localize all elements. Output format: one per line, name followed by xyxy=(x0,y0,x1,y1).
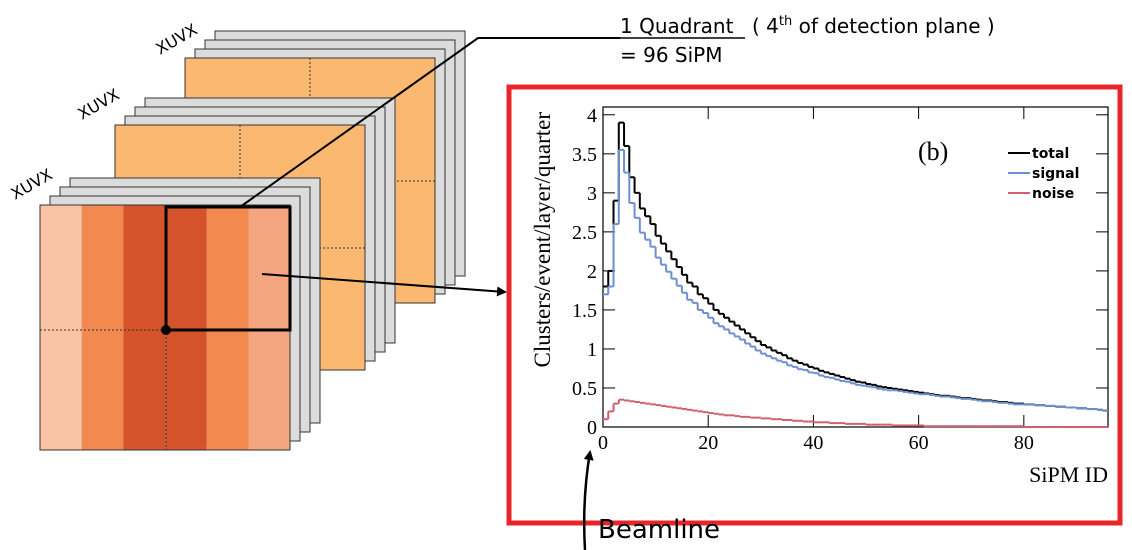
detector-planes: XUVX XUVX XUVX xyxy=(8,20,466,451)
x-tick-label: 60 xyxy=(909,432,929,454)
y-axis-label: Clusters/event/layer/quarter xyxy=(530,112,555,368)
y-tick-label: 2 xyxy=(587,261,597,283)
chart: 00.511.522.533.540 20 40 60 80Clusters/event… xyxy=(530,105,1109,487)
stripe xyxy=(206,205,249,450)
x-axis-label: SiPM ID xyxy=(1029,462,1108,487)
layer-label: XUVX xyxy=(153,20,201,59)
chart-frame xyxy=(506,84,1123,526)
x-tick-label: 0 xyxy=(598,432,608,454)
y-tick-label: 0 xyxy=(587,417,597,439)
callout-line xyxy=(239,37,620,208)
y-tick-label: 1.5 xyxy=(572,300,597,322)
beamline-label: Beamline xyxy=(598,515,720,545)
y-tick-label: 3 xyxy=(587,183,597,205)
plot-area xyxy=(602,106,1109,428)
hist-riser xyxy=(607,149,1104,411)
arrow xyxy=(261,273,507,297)
y-tick-label: 3.5 xyxy=(572,144,597,166)
legend-label: noise xyxy=(1032,186,1074,202)
stripe xyxy=(81,205,124,450)
x-tick-label: 20 xyxy=(698,432,718,454)
beamline-arrow xyxy=(582,450,594,550)
layer-label: XUVX xyxy=(75,85,123,124)
legend-label: total xyxy=(1032,146,1069,162)
center-dot xyxy=(161,325,171,335)
y-tick-label: 4 xyxy=(587,105,597,127)
hist-riser xyxy=(607,122,1104,411)
x-tick-label: 80 xyxy=(1014,432,1034,454)
y-tick-label: 0.5 xyxy=(572,378,597,400)
quadrant-outline xyxy=(164,205,292,332)
note-end: of detection plane ) xyxy=(792,14,994,38)
stripe xyxy=(165,205,207,450)
layer-label: XUVX xyxy=(8,165,56,204)
quadrant-title: 1 Quadrant xyxy=(620,14,734,38)
note-start: ( 4 xyxy=(752,14,779,38)
annotation: (b) xyxy=(918,137,948,166)
y-tick-label: 2.5 xyxy=(572,222,597,244)
stripe xyxy=(123,205,166,450)
note-sup: th xyxy=(779,14,792,29)
quadrant-note: ( 4th of detection plane ) xyxy=(752,14,995,38)
legend-label: signal xyxy=(1032,166,1079,182)
x-tick-label: 40 xyxy=(803,432,823,454)
stripe xyxy=(248,205,291,450)
sipm-count: = 96 SiPM xyxy=(620,43,723,67)
y-tick-label: 1 xyxy=(587,339,597,361)
stripe xyxy=(40,205,82,450)
